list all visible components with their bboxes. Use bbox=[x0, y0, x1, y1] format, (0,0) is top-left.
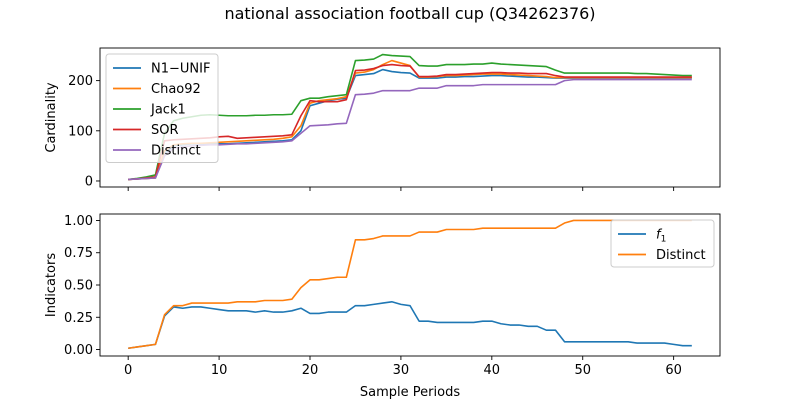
legend-entry-label: Distinct bbox=[151, 144, 201, 159]
panel-indicators: 0.00 0.25 0.50 0.75 1.00 0 10 20 30 40 50 60 Indicat… bbox=[44, 213, 721, 378]
x-tick-label: 40 bbox=[484, 363, 501, 378]
x-tick-label: 60 bbox=[665, 363, 682, 378]
y-tick-label: 100 bbox=[68, 124, 93, 139]
x-tick-label: 20 bbox=[302, 363, 319, 378]
series-line-sor bbox=[128, 63, 692, 181]
legend: f1 Distinct bbox=[610, 219, 715, 268]
series-line-distinct bbox=[128, 219, 692, 350]
y-tick-label: 200 bbox=[68, 74, 93, 89]
y-axis-label: Cardinality bbox=[44, 82, 59, 153]
x-tick-label: 30 bbox=[393, 363, 410, 378]
legend-entry-label: SOR bbox=[151, 123, 179, 138]
legend-entry-label: Jack1 bbox=[150, 103, 186, 118]
legend-entry-label: N1−UNIF bbox=[151, 62, 210, 77]
chart-title: national association football cup (Q3426… bbox=[224, 4, 595, 23]
series-line-distinct bbox=[128, 78, 692, 181]
axes-frame bbox=[99, 47, 721, 188]
panel-cardinality: 0 100 200 Cardinality N1−UNIF Chao92 Jack1 SOR D… bbox=[44, 47, 721, 191]
y-tick-label: 1.00 bbox=[64, 214, 93, 229]
series-line-jack1 bbox=[128, 53, 692, 181]
legend-box bbox=[105, 53, 219, 163]
y-tick-label: 0.25 bbox=[64, 311, 93, 326]
x-tick-label: 50 bbox=[574, 363, 591, 378]
legend-entry-label: f1 bbox=[656, 228, 666, 245]
legend: N1−UNIF Chao92 Jack1 SOR Distinct bbox=[105, 53, 219, 163]
x-axis-label: Sample Periods bbox=[360, 385, 460, 400]
x-tick-label: 10 bbox=[211, 363, 228, 378]
legend-entry-label: Chao92 bbox=[151, 82, 201, 97]
y-tick-label: 0.00 bbox=[64, 343, 93, 358]
y-tick-label: 0.50 bbox=[64, 279, 93, 294]
x-tick-label: 0 bbox=[124, 363, 132, 378]
legend-entry-label: Distinct bbox=[656, 248, 706, 263]
y-tick-label: 0 bbox=[85, 174, 93, 189]
y-tick-label: 0.75 bbox=[64, 246, 93, 261]
series-line-f1 bbox=[128, 300, 692, 350]
y-axis-label: Indicators bbox=[44, 253, 59, 317]
